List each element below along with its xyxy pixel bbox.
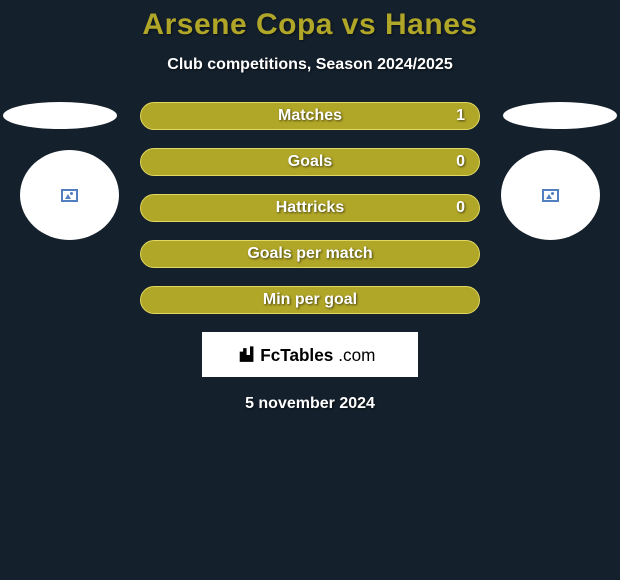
stat-label: Goals per match (247, 245, 372, 263)
logo-box: FcTables .com (202, 332, 418, 377)
image-placeholder-icon (61, 189, 78, 202)
infographic-container: Arsene Copa vs Hanes Club competitions, … (0, 0, 620, 580)
image-placeholder-icon (542, 189, 559, 202)
svg-text:FcTables: FcTables (260, 345, 333, 365)
stat-rows: Matches 1 Goals 0 Hattricks 0 Goals per … (140, 102, 480, 314)
stat-row-goals-per-match: Goals per match (140, 240, 480, 268)
stat-label: Matches (278, 107, 342, 125)
stat-row-hattricks: Hattricks 0 (140, 194, 480, 222)
stat-row-goals: Goals 0 (140, 148, 480, 176)
subtitle: Club competitions, Season 2024/2025 (0, 56, 620, 74)
stat-label: Min per goal (263, 291, 357, 309)
stat-value: 0 (456, 153, 465, 171)
svg-text:.com: .com (338, 345, 375, 365)
player-ellipse-left (3, 102, 117, 129)
fctables-logo-icon: FcTables .com (230, 343, 390, 367)
stat-row-matches: Matches 1 (140, 102, 480, 130)
player-avatar-left (20, 150, 119, 240)
player-avatar-right (501, 150, 600, 240)
stats-area: Matches 1 Goals 0 Hattricks 0 Goals per … (0, 102, 620, 413)
stat-value: 1 (456, 107, 465, 125)
date-text: 5 november 2024 (0, 395, 620, 413)
stat-label: Hattricks (276, 199, 344, 217)
player-ellipse-right (503, 102, 617, 129)
stat-row-min-per-goal: Min per goal (140, 286, 480, 314)
stat-label: Goals (288, 153, 332, 171)
stat-value: 0 (456, 199, 465, 217)
page-title: Arsene Copa vs Hanes (0, 8, 620, 42)
